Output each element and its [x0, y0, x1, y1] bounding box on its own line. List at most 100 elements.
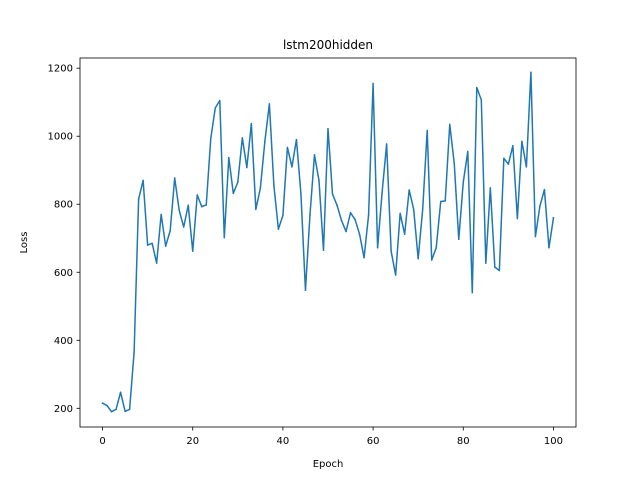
data-point: [489, 187, 492, 189]
data-point: [381, 191, 383, 194]
data-point: [471, 291, 474, 294]
data-point: [106, 404, 108, 407]
data-point: [295, 138, 298, 141]
data-point: [421, 208, 424, 211]
data-point: [119, 391, 122, 394]
data-point: [241, 137, 244, 139]
data-point: [313, 154, 316, 156]
y-tick-label: 200: [54, 404, 73, 415]
y-tick-label: 1000: [48, 132, 73, 143]
data-point: [169, 230, 171, 232]
data-point: [277, 228, 280, 230]
data-point: [444, 200, 446, 202]
data-point: [494, 266, 496, 268]
data-point: [151, 242, 153, 245]
data-point: [146, 244, 149, 246]
data-point: [394, 274, 397, 276]
data-point: [412, 208, 415, 211]
data-point: [525, 166, 528, 168]
data-point: [552, 217, 555, 219]
data-point: [331, 193, 334, 195]
data-point: [354, 218, 356, 221]
x-tick-label: 40: [277, 436, 290, 447]
data-point: [327, 127, 329, 130]
data-point: [101, 402, 104, 404]
data-point: [363, 256, 365, 259]
chart-title: lstm200hidden: [283, 38, 373, 52]
y-axis: 200 400 600 800 1000 1200: [48, 64, 80, 415]
x-axis: 0 20 40 60 80 100: [99, 427, 563, 447]
data-point: [467, 150, 469, 153]
data-point: [345, 230, 347, 233]
data-point: [530, 71, 532, 74]
data-point: [219, 99, 221, 102]
data-point: [485, 262, 487, 264]
data-point: [480, 99, 483, 101]
data-point: [336, 204, 338, 207]
data-point: [435, 247, 437, 249]
data-point: [399, 212, 401, 215]
data-point: [426, 129, 428, 132]
data-point: [128, 408, 131, 411]
data-point: [462, 181, 465, 183]
data-layer: [101, 71, 555, 413]
x-tick-label: 100: [544, 436, 563, 447]
data-point: [417, 257, 419, 260]
data-point: [250, 122, 253, 125]
x-tick-label: 80: [457, 436, 470, 447]
data-point: [115, 408, 117, 411]
y-tick-label: 600: [54, 268, 73, 279]
data-point: [255, 208, 257, 211]
data-point: [137, 198, 140, 200]
y-axis-label: Loss: [19, 232, 30, 254]
data-point: [367, 214, 370, 216]
y-tick-label: 1200: [48, 64, 73, 75]
data-point: [205, 204, 208, 206]
data-point: [318, 179, 320, 182]
data-point: [214, 107, 217, 109]
data-point: [133, 351, 135, 353]
data-point: [376, 247, 379, 249]
data-point: [372, 82, 374, 85]
data-point: [160, 213, 162, 216]
data-point: [164, 245, 167, 247]
data-point: [173, 177, 176, 179]
data-point: [403, 233, 406, 235]
data-point: [539, 205, 541, 207]
data-point: [439, 200, 442, 203]
x-tick-label: 60: [367, 436, 380, 447]
data-point: [210, 137, 212, 140]
data-point: [309, 214, 311, 216]
data-point: [534, 235, 537, 238]
data-point: [291, 166, 293, 168]
data-point: [448, 123, 451, 126]
data-point: [110, 410, 113, 413]
data-point: [503, 157, 505, 160]
data-point: [340, 219, 343, 222]
data-point: [548, 247, 550, 249]
data-point: [516, 217, 519, 220]
data-point: [286, 146, 289, 149]
data-point: [187, 204, 189, 207]
data-point: [232, 192, 235, 195]
data-point: [385, 143, 388, 145]
data-point: [322, 249, 325, 251]
x-axis-label: Epoch: [313, 459, 344, 470]
data-point: [304, 289, 307, 292]
data-point: [268, 103, 271, 105]
data-point: [246, 166, 248, 169]
data-point: [349, 211, 352, 214]
data-point: [228, 156, 230, 159]
y-tick-label: 800: [54, 200, 73, 211]
data-point: [264, 140, 266, 143]
x-tick-label: 20: [186, 436, 199, 447]
data-point: [358, 233, 361, 235]
data-point: [453, 162, 456, 165]
data-point: [498, 269, 501, 272]
data-point: [458, 238, 460, 241]
data-point: [237, 181, 239, 183]
data-point: [430, 259, 433, 261]
data-point: [390, 250, 392, 252]
data-point: [521, 140, 523, 143]
